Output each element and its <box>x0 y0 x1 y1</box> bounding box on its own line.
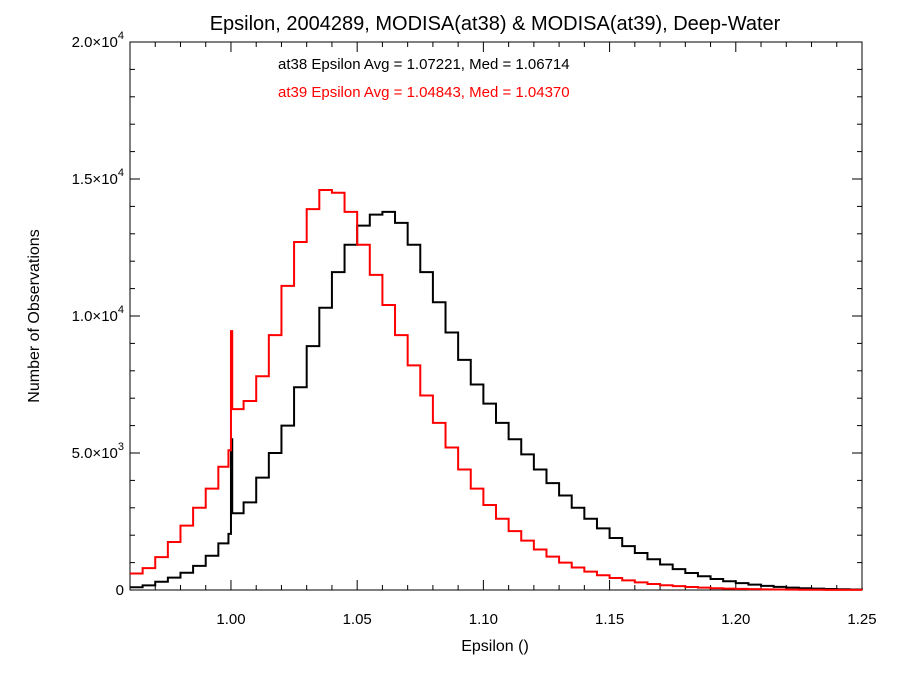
y-axis-label: Number of Observations <box>26 229 43 402</box>
y-tick-label: 2.0×104 <box>72 30 124 51</box>
y-tick-label: 0 <box>116 582 124 599</box>
y-tick-label: 5.0×103 <box>72 441 124 462</box>
series-0-line <box>130 210 863 591</box>
x-axis: 1.00 1.05 1.10 1.15 1.20 1.25 <box>129 42 877 628</box>
x-tick-label: 1.05 <box>343 611 372 628</box>
annotation-at39: at39 Epsilon Avg = 1.04843, Med = 1.0437… <box>278 84 570 101</box>
chart-title: Epsilon, 2004289, MODISA(at38) & MODISA(… <box>210 13 781 35</box>
series-layer <box>130 188 863 591</box>
x-tick-label: 1.15 <box>595 611 624 628</box>
y-axis: 0 5.0×103 1.0×104 1.5×104 2.0×104 <box>72 30 862 599</box>
y-tick-label: 1.5×104 <box>72 167 124 188</box>
y-tick-label: 1.0×104 <box>72 304 124 325</box>
x-tick-label: 1.25 <box>847 611 876 628</box>
annotation-at38: at38 Epsilon Avg = 1.07221, Med = 1.0671… <box>278 56 570 73</box>
series-1-line <box>130 188 863 591</box>
x-tick-label: 1.00 <box>216 611 245 628</box>
x-tick-label: 1.20 <box>721 611 750 628</box>
x-tick-label: 1.10 <box>469 611 498 628</box>
x-axis-label: Epsilon () <box>461 638 529 655</box>
